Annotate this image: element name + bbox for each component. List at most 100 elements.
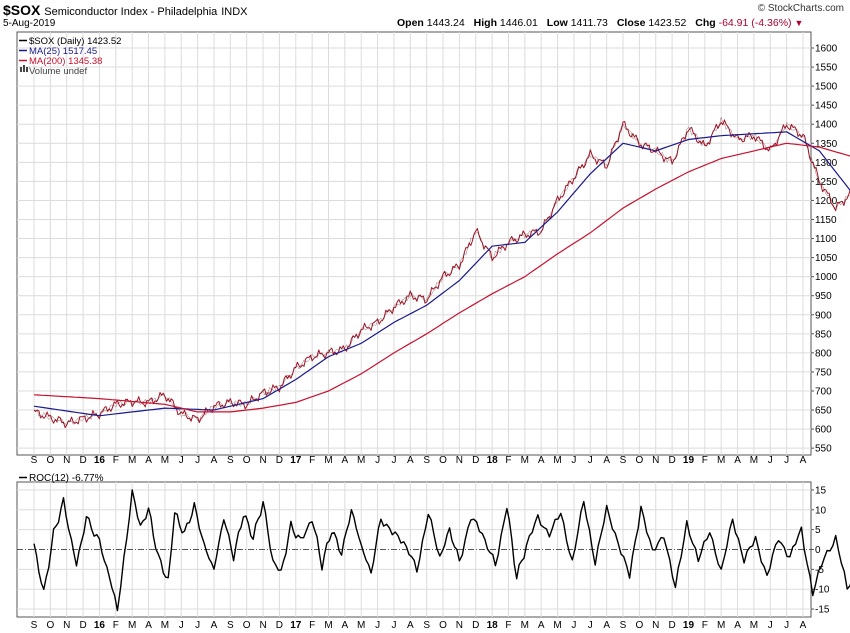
- price-x-tick-label: A: [734, 455, 741, 466]
- roc-x-tick-label: J: [784, 620, 789, 631]
- price-y-tick-label: 1100: [815, 234, 837, 245]
- roc-x-tick-label: F: [113, 620, 119, 631]
- roc-legend-entry: ROC(12) -6.77%: [29, 473, 104, 484]
- roc-x-tick-label: A: [342, 620, 349, 631]
- roc-x-tick-label: S: [620, 620, 627, 631]
- ma25-line: [33, 131, 850, 417]
- roc-y-tick-label: 10: [815, 505, 827, 516]
- roc-x-tick-label: O: [635, 620, 643, 631]
- price-x-tick-label: D: [79, 455, 86, 466]
- high-label: High: [473, 17, 497, 29]
- price-y-tick-label: 900: [815, 310, 832, 321]
- roc-x-tick-label: A: [211, 620, 218, 631]
- price-x-tick-label: J: [179, 455, 184, 466]
- roc-x-tick-label: J: [375, 620, 380, 631]
- price-x-tick-label: J: [588, 455, 593, 466]
- price-x-tick-label: S: [227, 455, 234, 466]
- price-x-tick-label: F: [113, 455, 119, 466]
- price-x-tick-label: A: [603, 455, 610, 466]
- low-label: Low: [546, 17, 568, 29]
- price-y-tick-label: 1000: [815, 272, 838, 283]
- index-name: Semiconductor Index - Philadelphia: [44, 6, 218, 18]
- roc-x-tick-label: O: [439, 620, 447, 631]
- price-x-tick-label: M: [324, 455, 332, 466]
- roc-x-tick-label: F: [505, 620, 511, 631]
- roc-x-tick-label: A: [734, 620, 741, 631]
- price-y-tick-label: 1500: [815, 82, 838, 93]
- price-y-tick-label: 850: [815, 329, 832, 340]
- price-x-tick-label: 17: [290, 455, 302, 466]
- roc-x-tick-label: 18: [487, 620, 499, 631]
- price-x-tick-label: M: [521, 455, 529, 466]
- roc-x-tick-label: J: [768, 620, 773, 631]
- roc-x-tick-label: 16: [94, 620, 106, 631]
- price-x-tick-label: J: [571, 455, 576, 466]
- price-x-tick-label: S: [423, 455, 430, 466]
- roc-x-tick-label: A: [603, 620, 610, 631]
- roc-x-tick-label: D: [668, 620, 675, 631]
- price-y-tick-label: 600: [815, 425, 832, 436]
- price-x-tick-label: A: [145, 455, 152, 466]
- price-x-tick-label: D: [472, 455, 479, 466]
- roc-x-tick-label: A: [538, 620, 545, 631]
- roc-x-tick-label: M: [324, 620, 332, 631]
- price-x-tick-label: F: [702, 455, 708, 466]
- roc-x-tick-label: S: [423, 620, 430, 631]
- roc-y-tick-label: -10: [815, 585, 830, 596]
- price-y-tick-label: 1250: [815, 177, 838, 188]
- roc-x-tick-label: M: [750, 620, 758, 631]
- price-x-tick-label: 16: [94, 455, 106, 466]
- roc-x-tick-label: A: [407, 620, 414, 631]
- legend-entry: MA(200) 1345.38: [29, 56, 102, 67]
- price-x-tick-label: J: [195, 455, 200, 466]
- price-y-tick-label: 650: [815, 406, 832, 417]
- price-x-tick-label: F: [505, 455, 511, 466]
- chg-value: -64.91 (-4.36%): [718, 17, 792, 29]
- sox-daily-line: [33, 119, 850, 429]
- roc-y-tick-label: -15: [815, 605, 830, 616]
- legend-entry: MA(25) 1517.45: [29, 46, 97, 57]
- volume-swatch: [26, 67, 28, 72]
- quote-summary: Open 1443.24 High 1446.01 Low 1411.73 Cl…: [397, 17, 803, 29]
- roc-y-tick-label: 15: [815, 485, 827, 496]
- roc-x-tick-label: M: [357, 620, 365, 631]
- ma200-line: [33, 142, 850, 413]
- price-x-tick-label: A: [800, 455, 807, 466]
- roc-x-tick-label: 19: [683, 620, 695, 631]
- roc-x-tick-label: S: [227, 620, 234, 631]
- volume-swatch: [23, 65, 25, 72]
- chg-label: Chg: [695, 17, 716, 29]
- price-x-tick-label: 19: [683, 455, 695, 466]
- price-y-tick-label: 1600: [815, 44, 838, 55]
- roc-x-tick-label: A: [800, 620, 807, 631]
- roc-y-tick-label: -5: [815, 565, 824, 576]
- open-label: Open: [397, 17, 424, 29]
- price-y-tick-label: 1350: [815, 139, 838, 150]
- roc-x-tick-label: J: [195, 620, 200, 631]
- price-x-tick-label: N: [259, 455, 266, 466]
- price-y-tick-label: 1150: [815, 215, 837, 226]
- roc-x-tick-label: J: [391, 620, 396, 631]
- roc-x-tick-label: J: [588, 620, 593, 631]
- price-y-tick-label: 1550: [815, 63, 838, 74]
- price-x-tick-label: D: [276, 455, 283, 466]
- close-value: 1423.52: [648, 17, 687, 29]
- price-x-tick-label: F: [309, 455, 315, 466]
- roc-x-tick-label: M: [128, 620, 136, 631]
- gridlines: [17, 32, 811, 617]
- roc-x-tick-label: F: [309, 620, 315, 631]
- high-value: 1446.01: [499, 17, 538, 29]
- roc-x-tick-label: N: [456, 620, 463, 631]
- price-y-tick-label: 1450: [815, 101, 838, 112]
- price-y-tick-label: 700: [815, 386, 832, 397]
- roc-x-tick-label: N: [259, 620, 266, 631]
- price-x-tick-label: J: [768, 455, 773, 466]
- roc-x-tick-label: M: [553, 620, 561, 631]
- open-value: 1443.24: [426, 17, 465, 29]
- close-label: Close: [616, 17, 646, 29]
- price-y-tick-label: 800: [815, 348, 832, 359]
- price-x-tick-label: O: [243, 455, 251, 466]
- price-x-tick-label: N: [63, 455, 70, 466]
- price-x-tick-label: N: [456, 455, 463, 466]
- down-triangle-icon: ▼: [794, 18, 804, 28]
